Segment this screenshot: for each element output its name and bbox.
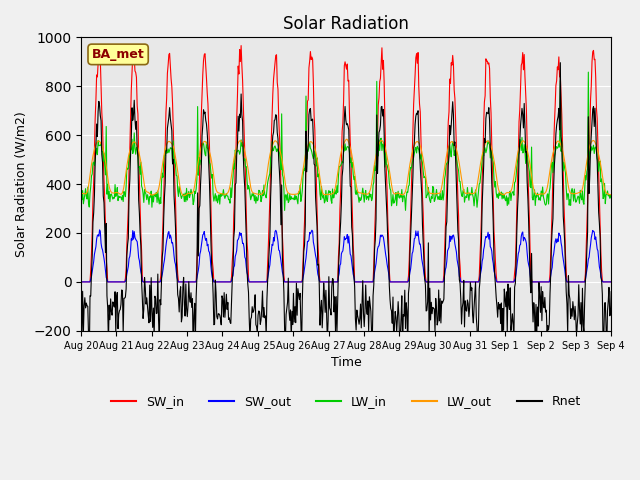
Rnet [412, 121, 419, 127]
X-axis label: Time: Time [331, 356, 362, 369]
LW_in [584, 69, 592, 75]
SW_in [223, 279, 231, 285]
SW_out [96, 227, 104, 233]
Rnet [224, 300, 232, 305]
SW_out [412, 235, 419, 241]
SW_out [427, 279, 435, 285]
SW_in [87, 267, 95, 273]
LW_in [87, 184, 95, 190]
Line: Rnet: Rnet [81, 63, 611, 363]
SW_in [141, 279, 149, 285]
Rnet [88, 270, 95, 276]
Title: Solar Radiation: Solar Radiation [284, 15, 409, 33]
LW_in [281, 207, 289, 213]
Rnet [607, 289, 615, 295]
LW_in [77, 193, 85, 199]
LW_in [412, 146, 419, 152]
LW_in [427, 200, 435, 205]
LW_out [412, 140, 420, 145]
LW_in [141, 190, 149, 195]
Rnet [557, 60, 564, 66]
SW_in [77, 279, 85, 285]
Rnet [427, 317, 435, 323]
SW_in [237, 43, 245, 48]
Legend: SW_in, SW_out, LW_in, LW_out, Rnet: SW_in, SW_out, LW_in, LW_out, Rnet [106, 390, 586, 413]
SW_out [77, 279, 85, 285]
Rnet [77, 300, 85, 305]
SW_out [142, 279, 150, 285]
Text: BA_met: BA_met [92, 48, 145, 61]
LW_out [141, 186, 149, 192]
LW_out [77, 191, 85, 196]
LW_out [607, 192, 615, 198]
SW_in [607, 279, 615, 285]
Rnet [196, 203, 204, 208]
LW_in [223, 193, 231, 199]
Y-axis label: Solar Radiation (W/m2): Solar Radiation (W/m2) [15, 111, 28, 257]
Rnet [142, 301, 150, 307]
Line: SW_in: SW_in [81, 46, 611, 282]
LW_out [224, 190, 232, 195]
LW_out [196, 149, 204, 155]
LW_in [607, 195, 615, 201]
LW_out [342, 136, 350, 142]
SW_in [412, 72, 419, 78]
LW_out [87, 167, 95, 172]
Line: SW_out: SW_out [81, 230, 611, 282]
SW_out [224, 279, 232, 285]
SW_in [427, 279, 435, 285]
LW_out [428, 191, 435, 196]
SW_out [607, 279, 615, 285]
SW_out [196, 252, 204, 257]
Line: LW_out: LW_out [81, 139, 611, 196]
LW_out [180, 193, 188, 199]
SW_in [195, 188, 203, 193]
SW_out [87, 276, 95, 282]
LW_in [195, 155, 203, 160]
Line: LW_in: LW_in [81, 72, 611, 210]
Rnet [85, 360, 93, 366]
